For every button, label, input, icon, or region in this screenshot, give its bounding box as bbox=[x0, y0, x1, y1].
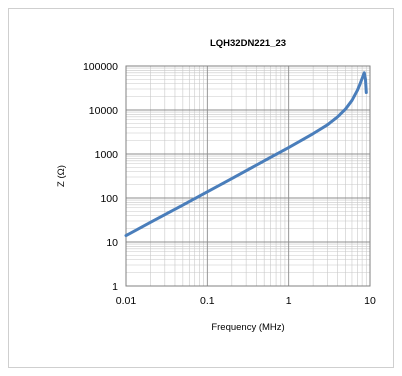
minor-grid bbox=[126, 66, 370, 286]
x-tick-label: 10 bbox=[364, 295, 376, 307]
plot-area bbox=[126, 66, 370, 286]
x-axis-label: Frequency (MHz) bbox=[211, 322, 284, 333]
y-tick-label: 10000 bbox=[89, 105, 118, 117]
plot-border bbox=[125, 65, 371, 287]
x-tick-label: 0.1 bbox=[200, 295, 215, 307]
series-group bbox=[124, 71, 368, 238]
x-tick-label: 0.01 bbox=[116, 295, 137, 307]
y-tick-label: 1 bbox=[112, 281, 118, 293]
x-tick-label: 1 bbox=[286, 295, 292, 307]
y-tick-label: 10 bbox=[106, 237, 118, 249]
y-tick-label: 100 bbox=[100, 193, 118, 205]
y-tick-label: 1000 bbox=[95, 149, 119, 161]
chart-title: LQH32DN221_23 bbox=[210, 38, 286, 49]
y-tick-labels: 1 10 100 1000 10000 100000 bbox=[83, 61, 118, 293]
y-tick-label: 100000 bbox=[83, 61, 118, 73]
x-tick-labels: 0.01 0.1 1 10 bbox=[116, 295, 376, 307]
impedance-series-line bbox=[124, 71, 368, 238]
y-axis-label: Z (Ω) bbox=[56, 165, 67, 187]
